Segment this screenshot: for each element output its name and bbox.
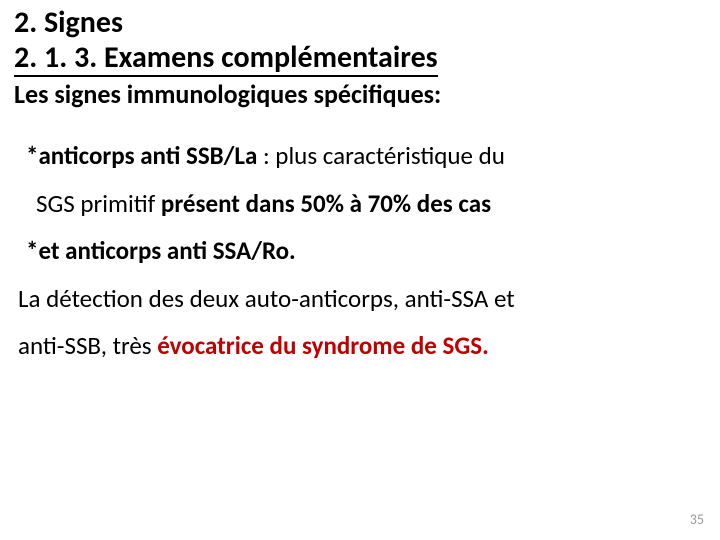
line-1: *anticorps anti SSB/La : plus caractéris… xyxy=(14,132,706,180)
line-3: *et anticorps anti SSA/Ro. xyxy=(14,227,706,275)
line-1-bold: *anticorps anti SSB/La xyxy=(26,140,257,171)
line-5: anti-SSB, très évocatrice du syndrome de… xyxy=(14,322,706,370)
subheading: Les signes immunologiques spécifiques: xyxy=(14,79,706,110)
slide: { "heading1": "2. Signes", "heading2": "… xyxy=(0,0,720,540)
line-1-rest: : plus caractéristique du xyxy=(257,140,505,171)
heading-examens-wrap: 2. 1. 3. Examens complémentaires xyxy=(14,41,706,78)
line-2-bold: présent dans 50% à 70% des cas xyxy=(161,188,491,219)
line-5-evoc: évocatrice du syndrome de SGS. xyxy=(157,330,489,361)
line-5-lead: anti-SSB, très xyxy=(18,330,157,361)
heading-signes: 2. Signes xyxy=(14,6,706,41)
line-2-lead: SGS primitif xyxy=(36,188,161,219)
line-4: La détection des deux auto-anticorps, an… xyxy=(14,275,706,323)
page-number: 35 xyxy=(690,511,704,528)
heading-examens: 2. 1. 3. Examens complémentaires xyxy=(14,41,438,78)
line-2: SGS primitif présent dans 50% à 70% des … xyxy=(14,180,706,228)
line-3-bold: *et anticorps anti SSA/Ro. xyxy=(26,235,296,266)
